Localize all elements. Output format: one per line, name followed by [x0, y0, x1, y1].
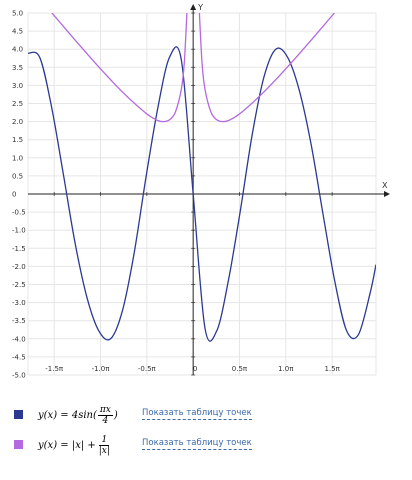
series-2-curve	[51, 13, 188, 123]
y-tick-label: -1.0	[12, 227, 26, 235]
curves	[28, 13, 376, 342]
x-tick-label: 0.5π	[232, 365, 248, 373]
legend-swatch-2	[14, 440, 23, 449]
y-tick-label: -0.5	[12, 209, 26, 217]
x-tick-label: 1.0π	[278, 365, 294, 373]
y-tick-label: 3.5	[12, 64, 23, 72]
y-tick-label: -4.5	[12, 353, 26, 361]
formula-1-lhs: y(x) = 4sin(	[38, 409, 97, 421]
y-tick-label: -4.0	[12, 335, 26, 343]
formula-1-numerator: πx	[97, 404, 113, 416]
show-points-table-link-2[interactable]: Показать таблицу точек	[142, 438, 252, 450]
legend-item-1: y(x) = 4sin( πx 4 ) Показать таблицу точ…	[14, 402, 404, 428]
y-tick-label: -2.5	[12, 281, 26, 289]
formula-2-numerator: 1	[99, 434, 110, 446]
tick-labels: -1.5π -1.0π -0.5π 0 0.5π 1.0π 1.5π 5.0 4.5 4.0 3.5…	[12, 10, 341, 380]
formula-2-denominator: |x|	[98, 445, 110, 456]
y-tick-label: 4.0	[12, 46, 23, 54]
formula-2-lhs: y(x) = |x| +	[38, 439, 96, 451]
y-tick-label: -1.5	[12, 245, 26, 253]
show-points-table-link-1[interactable]: Показать таблицу точек	[142, 408, 252, 420]
y-tick-label: 1.0	[12, 154, 23, 162]
y-tick-label: 5.0	[12, 10, 23, 18]
y-axis-label: Y	[197, 3, 203, 12]
legend-swatch-1	[14, 410, 23, 419]
y-tick-label: -2.0	[12, 263, 26, 271]
legend-formula-2: y(x) = |x| + 1 |x|	[38, 432, 113, 458]
y-tick-label: -3.5	[12, 317, 26, 325]
y-tick-label: 0.5	[12, 172, 23, 180]
x-axis-arrow	[384, 191, 390, 197]
x-tick-label: 0	[193, 365, 197, 373]
x-axis-label: X	[382, 181, 388, 190]
formula-1-fraction: πx 4	[97, 404, 113, 426]
series-1-curve	[28, 46, 376, 342]
formula-2-fraction: 1 |x|	[97, 435, 112, 456]
formula-1-rhs: )	[113, 409, 118, 421]
function-plot: -1.5π -1.0π -0.5π 0 0.5π 1.0π 1.5π 5.0 4.5 4.0 3.5…	[12, 3, 390, 380]
y-tick-label: 1.5	[12, 136, 23, 144]
x-tick-label: -1.5π	[45, 365, 64, 373]
x-tick-label: -0.5π	[138, 365, 157, 373]
y-tick-label: -3.0	[12, 299, 26, 307]
legend-formula-1: y(x) = 4sin( πx 4 )	[38, 402, 118, 428]
x-tick-label: 1.5π	[324, 365, 340, 373]
x-tick-label: -1.0π	[92, 365, 111, 373]
series-2-curve	[198, 13, 336, 123]
y-axis-arrow	[190, 4, 197, 10]
y-tick-label: 2.0	[12, 118, 23, 126]
y-tick-label: -5.0	[12, 372, 26, 380]
y-tick-label: 4.5	[12, 28, 23, 36]
y-tick-label: 0	[12, 191, 16, 199]
y-tick-label: 2.5	[12, 100, 23, 108]
legend-item-2: y(x) = |x| + 1 |x| Показать таблицу точе…	[14, 432, 404, 458]
y-tick-label: 3.0	[12, 82, 23, 90]
formula-1-denominator: 4	[102, 415, 109, 426]
